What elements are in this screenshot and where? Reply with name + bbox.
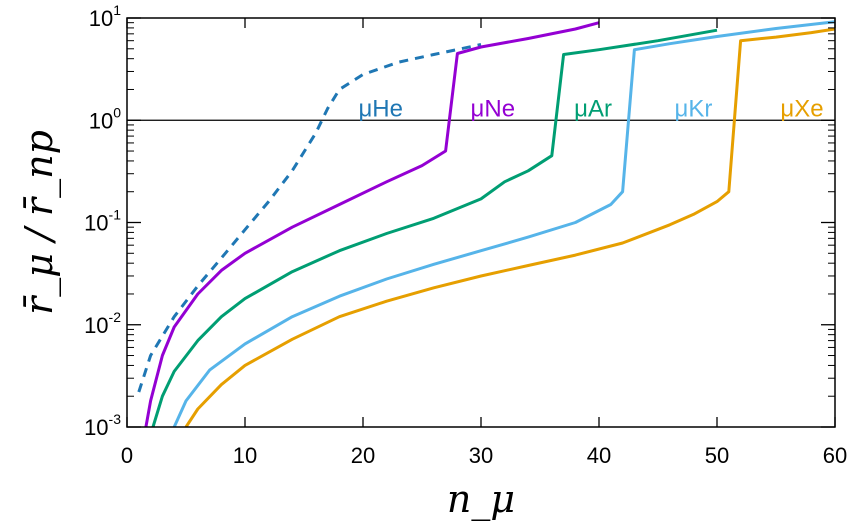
- x-tick-label: 0: [121, 443, 133, 468]
- series-labels: μHe μNe μAr μKr μXe: [358, 96, 823, 123]
- series-line: [151, 28, 718, 427]
- y-tick-label: 100: [89, 104, 121, 133]
- axes: 0 10 20 30 40 50 60 10-3 10-2 10-1 100 101: [84, 2, 847, 468]
- series-line: [137, 43, 482, 393]
- y-tick-label: 10-2: [84, 309, 121, 338]
- x-tick-label: 50: [705, 443, 729, 468]
- series-line: [172, 20, 835, 427]
- y-axis-title: r̄_μ / r̄_np: [17, 130, 62, 315]
- series-label: μKr: [674, 96, 712, 123]
- x-tick-label: 30: [469, 443, 493, 468]
- series-line: [144, 21, 600, 427]
- y-tick-label: 10-3: [84, 411, 121, 440]
- x-tick-label: 40: [587, 443, 611, 468]
- series-label: μNe: [471, 96, 516, 123]
- x-tick-label: 10: [233, 443, 257, 468]
- plot-frame: [126, 17, 836, 428]
- series-lines: [137, 20, 835, 427]
- y-tick-label: 10-1: [84, 207, 121, 236]
- series-label: μHe: [358, 96, 403, 123]
- x-tick-label: 20: [351, 443, 375, 468]
- x-axis-title: n_μ: [447, 477, 515, 522]
- x-tick-label: 60: [823, 443, 847, 468]
- y-tick-label: 101: [89, 2, 121, 31]
- series-line: [184, 27, 835, 427]
- series-label: μXe: [780, 96, 823, 123]
- series-label: μAr: [574, 96, 612, 123]
